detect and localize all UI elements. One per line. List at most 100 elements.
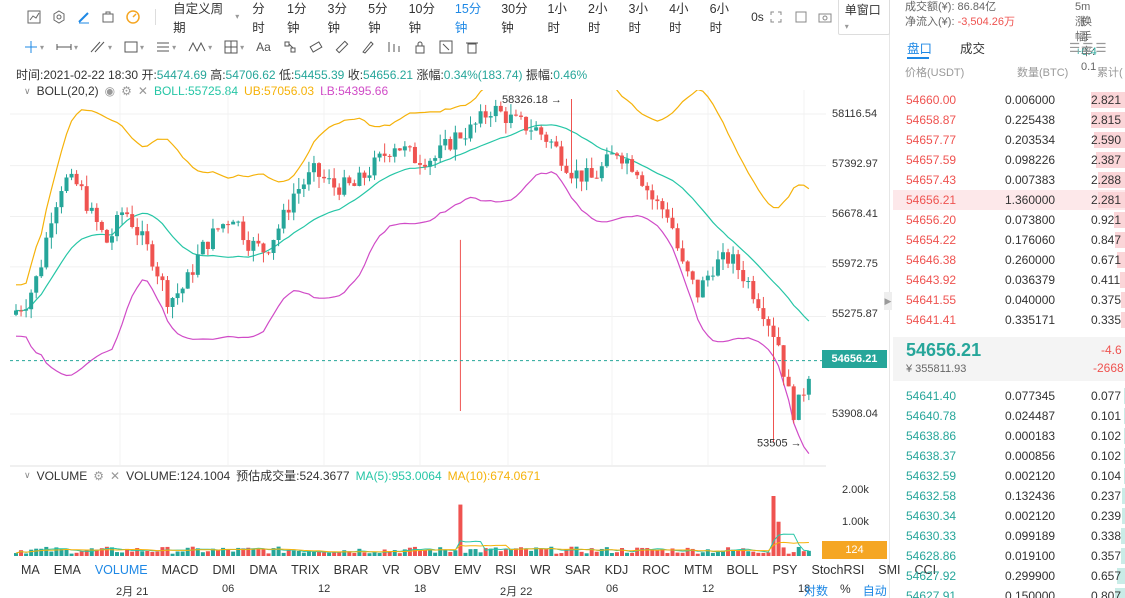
crosshair-tool[interactable]: ▾	[18, 36, 50, 58]
camera-icon[interactable]	[813, 7, 838, 27]
settings-icon[interactable]	[47, 7, 72, 27]
bid-row[interactable]: 54641.40 0.077345 0.077	[893, 386, 1125, 406]
square-icon[interactable]	[788, 7, 813, 27]
ask-row[interactable]: 54646.38 0.260000 0.671	[893, 250, 1125, 270]
briefcase-icon[interactable]	[96, 7, 121, 27]
indicator-rsi[interactable]: RSI	[495, 563, 517, 577]
ask-row[interactable]: 54658.87 0.225438 2.815	[893, 110, 1125, 130]
indicator-ema[interactable]: EMA	[53, 563, 81, 577]
bid-row[interactable]: 54638.37 0.000856 0.102	[893, 446, 1125, 466]
ask-row[interactable]: 54656.20 0.073800 0.921	[893, 210, 1125, 230]
bid-row[interactable]: 54632.58 0.132436 0.237	[893, 486, 1125, 506]
close-icon[interactable]: ✕	[137, 84, 148, 98]
parallel-lines-tool[interactable]: ▾	[150, 36, 182, 58]
trend-line-tool[interactable]: ▾	[84, 36, 118, 58]
indicator-kdj[interactable]: KDJ	[604, 563, 629, 577]
ask-row[interactable]: 54656.21 1.360000 2.281	[893, 190, 1125, 210]
ask-row[interactable]: 54657.77 0.203534 2.590	[893, 130, 1125, 150]
lock-tool[interactable]	[407, 36, 433, 58]
tab-orderbook[interactable]: 盘口	[907, 41, 933, 56]
pencil-icon[interactable]	[71, 7, 96, 27]
grid-tool[interactable]: ▾	[218, 36, 250, 58]
bid-row[interactable]: 54630.34 0.002120 0.239	[893, 506, 1125, 526]
close-icon[interactable]: ✕	[110, 468, 121, 483]
wave-tool[interactable]: ▾	[182, 36, 218, 58]
period-11[interactable]: 6小时	[709, 1, 730, 35]
indicator-ma[interactable]: MA	[21, 563, 40, 577]
collapse-icon[interactable]: ∨	[24, 470, 31, 480]
ask-row[interactable]: 54657.59 0.098226 2.387	[893, 150, 1125, 170]
collapse-icon[interactable]: ∨	[24, 85, 31, 96]
period-6[interactable]: 30分钟	[501, 1, 528, 35]
indicator-emv[interactable]: EMV	[454, 563, 482, 577]
candlestick-chart[interactable]: 58326.18 → 53505 →	[0, 90, 826, 560]
magnet-tool[interactable]	[433, 36, 459, 58]
eye-icon[interactable]: ◉	[104, 84, 116, 98]
period-1[interactable]: 1分钟	[287, 1, 307, 35]
period-9[interactable]: 3小时	[628, 1, 648, 35]
indicator-vr[interactable]: VR	[382, 563, 400, 577]
period-3[interactable]: 5分钟	[368, 1, 388, 35]
indicator-macd[interactable]: MACD	[161, 563, 199, 577]
period-4[interactable]: 10分钟	[408, 1, 435, 35]
text-tool[interactable]: Aa	[250, 36, 277, 58]
bid-row[interactable]: 54640.78 0.024487 0.101	[893, 406, 1125, 426]
indicator-mtm[interactable]: MTM	[684, 563, 713, 577]
indicator-volume[interactable]: VOLUME	[94, 563, 148, 577]
pattern-tool[interactable]	[277, 36, 303, 58]
auto-scale-toggle[interactable]: 自动	[862, 584, 887, 598]
window-mode-select[interactable]: 单窗口 ▾	[837, 0, 890, 35]
ruler-tool[interactable]	[329, 36, 355, 58]
ask-row[interactable]: 54643.92 0.036379 0.411	[893, 270, 1125, 290]
period-0[interactable]: 分时	[252, 1, 265, 35]
ask-row[interactable]: 54654.22 0.176060 0.847	[893, 230, 1125, 250]
indicator-psy[interactable]: PSY	[772, 563, 798, 577]
bid-row[interactable]: 54627.92 0.299900 0.657	[893, 566, 1125, 586]
period-8[interactable]: 2小时	[588, 1, 608, 35]
indicator-sar[interactable]: SAR	[564, 563, 591, 577]
gear-icon[interactable]: ⚙	[93, 468, 105, 483]
brush-tool[interactable]	[355, 36, 381, 58]
layout-icons[interactable]: ☰☰☰	[1069, 40, 1109, 55]
fullscreen-icon[interactable]	[764, 7, 789, 27]
horizontal-line-tool[interactable]: ▾	[50, 36, 84, 58]
indicator-obv[interactable]: OBV	[413, 563, 441, 577]
volume-chart[interactable]	[0, 478, 826, 558]
period-7[interactable]: 1小时	[547, 1, 567, 35]
bid-row[interactable]: 54628.86 0.019100 0.357	[893, 546, 1125, 566]
chevron-down-icon[interactable]: ▾	[235, 12, 240, 21]
measure-tool[interactable]	[381, 36, 407, 58]
bid-row[interactable]: 54627.91 0.150000 0.807	[893, 586, 1125, 598]
custom-period-button[interactable]: 自定义周期	[173, 1, 224, 35]
eraser-tool[interactable]	[303, 36, 329, 58]
ask-row[interactable]: 54657.43 0.007383 2.288	[893, 170, 1125, 190]
price-axis[interactable]: 58116.54 57392.97 56678.41 55972.75 5527…	[826, 0, 886, 598]
chart-type-icon[interactable]	[22, 7, 47, 27]
indicator-dmi[interactable]: DMI	[212, 563, 236, 577]
bid-row[interactable]: 54630.33 0.099189 0.338	[893, 526, 1125, 546]
period-10[interactable]: 4小时	[669, 1, 689, 35]
delete-tool[interactable]	[459, 36, 485, 58]
indicator-smi[interactable]: SMI	[878, 563, 901, 577]
ask-row[interactable]: 54641.41 0.335171 0.335	[893, 310, 1125, 330]
bid-row[interactable]: 54632.59 0.002120 0.104	[893, 466, 1125, 486]
gear-icon[interactable]: ⚙	[121, 84, 132, 98]
ask-row[interactable]: 54641.55 0.040000 0.375	[893, 290, 1125, 310]
ask-row[interactable]: 54660.00 0.006000 2.821	[893, 90, 1125, 110]
time-axis[interactable]: 2月 21 06 12 18 2月 22 06 12 18	[0, 580, 826, 598]
indicator-cci[interactable]: CCI	[914, 563, 937, 577]
bid-row[interactable]: 54638.86 0.000183 0.102	[893, 426, 1125, 446]
percent-scale-toggle[interactable]: %	[840, 582, 851, 596]
indicator-roc[interactable]: ROC	[642, 563, 671, 577]
clock-icon[interactable]	[121, 7, 146, 27]
tab-trades[interactable]: 成交	[960, 41, 986, 56]
indicator-dma[interactable]: DMA	[249, 563, 278, 577]
indicator-boll[interactable]: BOLL	[726, 563, 759, 577]
panel-collapse-handle[interactable]: ▶	[884, 292, 892, 310]
indicator-stochrsi[interactable]: StochRSI	[811, 563, 865, 577]
indicator-trix[interactable]: TRIX	[291, 563, 320, 577]
period-2[interactable]: 3分钟	[327, 1, 347, 35]
log-scale-toggle[interactable]: 对数	[804, 584, 829, 598]
indicator-brar[interactable]: BRAR	[333, 563, 369, 577]
indicator-wr[interactable]: WR	[530, 563, 551, 577]
